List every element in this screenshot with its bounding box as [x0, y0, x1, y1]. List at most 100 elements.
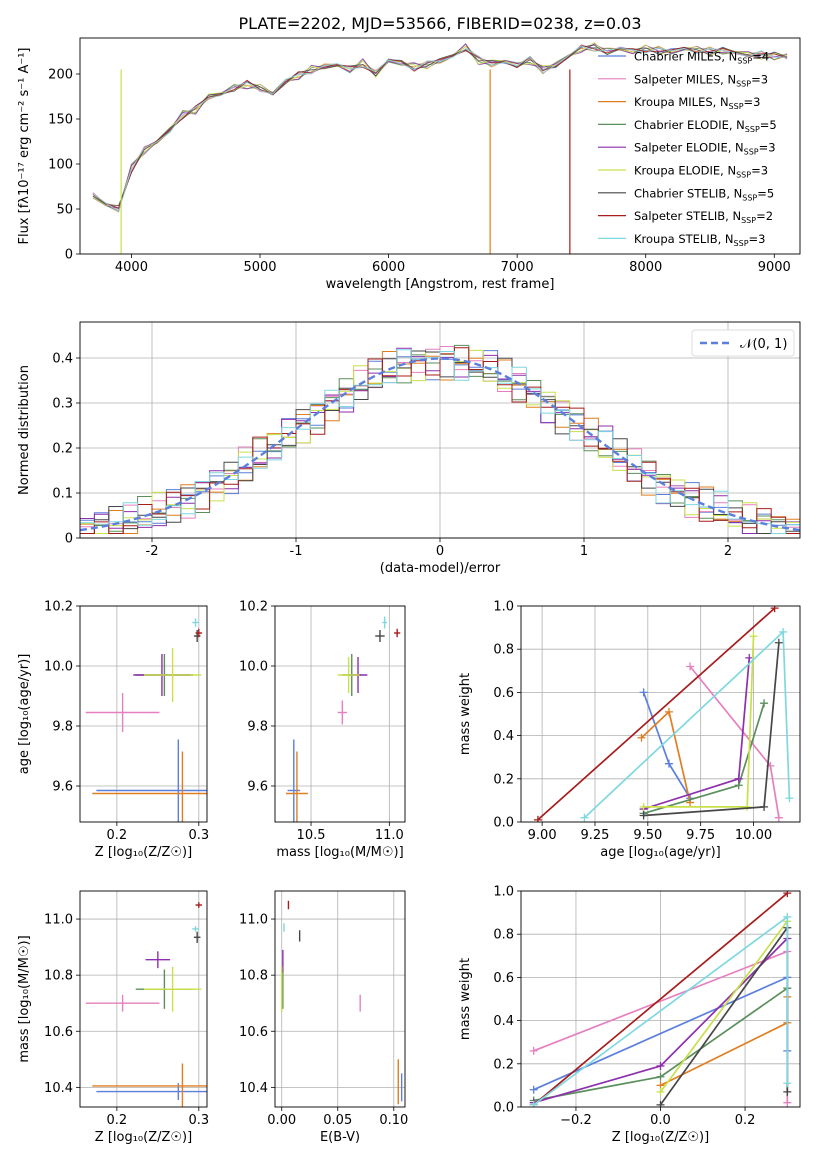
weight-marker	[639, 802, 648, 811]
y-tick-label: 9.8	[247, 720, 268, 735]
weight-marker	[760, 699, 769, 708]
mass-vs-Z-y-axis-label: mass [log₁₀(M/M☉)]	[17, 935, 32, 1062]
x-tick-label: 0.10	[379, 1113, 408, 1128]
y-tick-label: 0.2	[493, 1057, 514, 1072]
y-tick-label: 10.2	[44, 600, 73, 615]
spectrum-frame	[79, 37, 801, 255]
weight-marker	[639, 811, 648, 820]
point-salpeter-stelib	[195, 902, 203, 908]
weight-marker	[743, 802, 752, 811]
y-tick-label: 11.0	[239, 913, 268, 928]
x-tick-label: 0.3	[188, 1113, 209, 1128]
weight-marker	[774, 638, 783, 647]
spectrum-y-axis-label: Flux [fλ10⁻¹⁷ erg cm⁻² s⁻¹ A⁻¹]	[17, 48, 32, 245]
weight-marker	[774, 813, 783, 822]
residuals-x-axis-label: (data-model)/error	[380, 561, 501, 576]
weight-marker	[734, 774, 743, 783]
weight-line-kroupa-elodie	[643, 636, 755, 808]
mass-vs-ebv-plot-area	[281, 900, 403, 1105]
y-tick-label: 10.2	[239, 600, 268, 615]
y-tick-label: 0.6	[493, 971, 514, 986]
y-tick-label: 0.8	[493, 928, 514, 943]
y-tick-label: 10.6	[239, 1025, 268, 1040]
mass-vs-Z-frame	[79, 890, 208, 1108]
age-vs-Z-frame	[79, 605, 208, 823]
weight-line-kroupa-miles	[660, 996, 789, 1087]
x-tick-label: 10.00	[735, 828, 772, 843]
y-tick-label: 0	[65, 248, 73, 263]
weight-vs-age-frame	[520, 605, 801, 823]
point-salpeter-stelib	[394, 628, 401, 638]
x-tick-label: 11.0	[375, 828, 404, 843]
age-vs-Z-panel: 0.2 0.3 9.6 9.8 10.0 10.2 Z [log₁₀(Z/Z☉)] age […	[17, 600, 209, 861]
age-vs-Z-x-axis-label: Z [log₁₀(Z/Z☉)]	[95, 845, 192, 860]
y-tick-label: 150	[48, 113, 73, 128]
x-tick-label: 10.5	[297, 828, 326, 843]
point-kroupa-miles	[285, 751, 308, 822]
y-tick-label: 10.0	[239, 660, 268, 675]
x-tick-label: 8000	[629, 260, 662, 275]
x-tick-label: 0.05	[323, 1113, 352, 1128]
y-tick-label: 100	[48, 158, 73, 173]
spectrum-x-axis-label: wavelength [Angstrom, rest frame]	[326, 277, 555, 292]
weight-line-salpeter-stelib	[537, 607, 776, 821]
y-tick-label: 10.0	[44, 660, 73, 675]
residuals-plot-area	[80, 344, 800, 538]
weight-marker	[529, 1085, 538, 1094]
x-tick-label: 0	[436, 544, 444, 559]
x-tick-label: 9.00	[528, 828, 557, 843]
weight-marker	[783, 1079, 792, 1088]
x-tick-label: 1	[580, 544, 588, 559]
x-tick-label: −0.2	[560, 1113, 592, 1128]
spectrum-panel: 4000 5000 6000 7000 8000 9000 0 50 100 150 200 wave…	[17, 37, 801, 292]
x-tick-label: 9000	[758, 260, 791, 275]
point-kroupa-elodie	[143, 648, 202, 702]
weight-vs-Z-panel: −0.2 0.0 0.2 0.0 0.2 0.4 0.6 0.8 1.0 Z [log₁₀(Z/Z…	[458, 885, 801, 1145]
x-tick-label: 5000	[243, 260, 276, 275]
weight-marker	[656, 1061, 665, 1070]
mass-vs-Z-plot-area	[85, 902, 207, 1107]
mass-vs-Z-panel: 0.2 0.3 10.4 10.6 10.8 11.0 Z [log₁₀(Z/Z☉)] mas…	[17, 890, 209, 1145]
spectrum-plot-area	[92, 42, 788, 254]
weight-marker	[533, 815, 542, 822]
spectrum-line-kroupa-stelib	[92, 45, 788, 213]
y-tick-label: 0.2	[493, 772, 514, 787]
weight-vs-Z-y-axis-label: mass weight	[458, 958, 473, 1040]
x-tick-label: -2	[146, 544, 159, 559]
x-tick-label: 7000	[501, 260, 534, 275]
residuals-panel: -2 -1 0 1 2 0 0.1 0.2 0.3 0.4 (data-model)/error No…	[17, 321, 801, 576]
weight-marker	[779, 627, 788, 636]
y-tick-label: 0.0	[493, 1101, 514, 1116]
point-salpeter-miles	[337, 700, 348, 725]
y-tick-label: 0.4	[493, 729, 514, 744]
y-tick-label: 0.6	[493, 686, 514, 701]
weight-vs-Z-plot-area	[529, 891, 792, 1107]
weight-marker	[783, 912, 792, 921]
point-kroupa-stelib	[192, 618, 199, 627]
weight-vs-age-x-axis-label: age [log₁₀(age/yr)]	[600, 845, 721, 860]
point-chabrier-miles	[96, 739, 207, 822]
legend-label-chabrier-miles: Chabrier MILES, NSSP=4	[634, 50, 769, 66]
spectrum-legend: Chabrier MILES, NSSP=4 Salpeter MILES, NS…	[598, 50, 777, 248]
y-tick-label: 11.0	[44, 913, 73, 928]
point-salpeter-miles	[85, 994, 160, 1012]
age-vs-Z-y-axis-label: age [log₁₀(age/yr)]	[17, 654, 32, 775]
point-kroupa-stelib	[382, 616, 387, 629]
legend-label-chabrier-stelib: Chabrier STELIB, NSSP=5	[634, 186, 774, 202]
age-vs-mass-x-axis-label: mass [log₁₀(M/M☉)]	[276, 845, 403, 860]
residuals-y-axis-label: Normed distribution	[17, 365, 32, 495]
x-tick-label: 0.2	[735, 1113, 756, 1128]
legend-label-salpeter-stelib: Salpeter STELIB, NSSP=2	[634, 209, 773, 225]
y-tick-label: 0	[65, 532, 73, 547]
weight-marker	[656, 1100, 665, 1107]
normal-reference-curve	[80, 357, 800, 532]
y-tick-label: 0.2	[52, 442, 73, 457]
y-tick-label: 0.0	[493, 816, 514, 831]
weight-vs-Z-frame	[520, 890, 801, 1108]
weight-marker	[686, 662, 695, 671]
mass-vs-ebv-x-axis-label: E(B-V)	[320, 1130, 360, 1145]
y-tick-label: 10.6	[44, 1025, 73, 1040]
weight-line-chabrier-miles	[642, 692, 691, 799]
age-vs-mass-plot-area	[285, 616, 401, 822]
point-chabrier-miles	[287, 739, 301, 822]
